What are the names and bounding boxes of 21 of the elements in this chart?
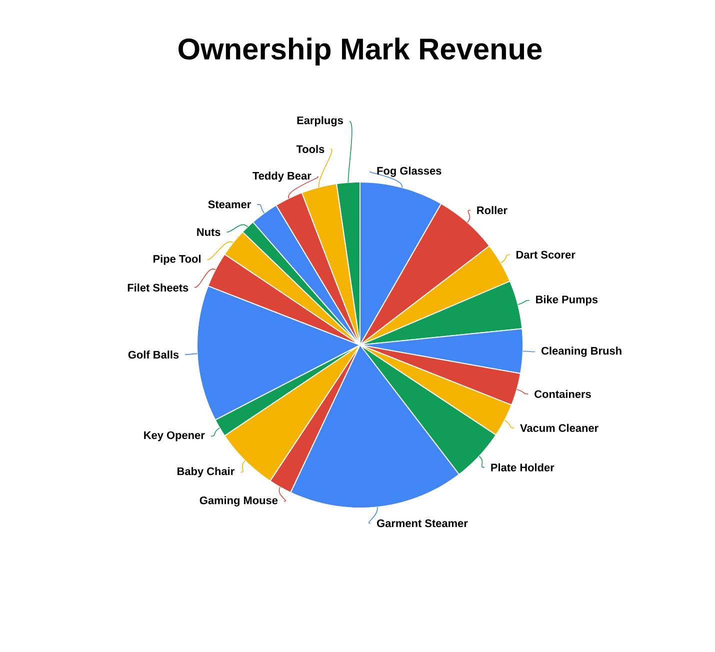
slice-label: Fog Glasses <box>377 166 442 177</box>
slice-label: Teddy Bear <box>252 172 312 182</box>
slice-label: Containers <box>534 390 591 398</box>
slice-label: Nuts <box>197 228 220 236</box>
slice-label: Roller <box>477 206 508 214</box>
slice-label: Cleaning Brush <box>542 346 622 357</box>
slice-label: Vacum Cleaner <box>520 424 598 432</box>
slice-label: Earplugs <box>297 116 343 126</box>
slice-label: Steamer <box>208 200 251 208</box>
slice-label: Golf Balls <box>128 350 179 359</box>
slice-label: Baby Chair <box>178 467 234 478</box>
chart-title: Ownership Mark Revenue <box>178 38 542 66</box>
slice-label: Dart Scorer <box>516 250 576 259</box>
slice-label: Pipe Tool <box>153 254 200 265</box>
slice-label: Bike Pumps <box>536 295 598 306</box>
slice-label: Plate Holder <box>491 463 554 472</box>
slice-label: Gaming Mouse <box>200 496 278 506</box>
slice-label: Filet Sheets <box>128 284 188 292</box>
slice-label: Tools <box>296 144 324 154</box>
slice-label: Garment Steamer <box>377 519 468 528</box>
slice-label: Key Opener <box>144 431 205 442</box>
